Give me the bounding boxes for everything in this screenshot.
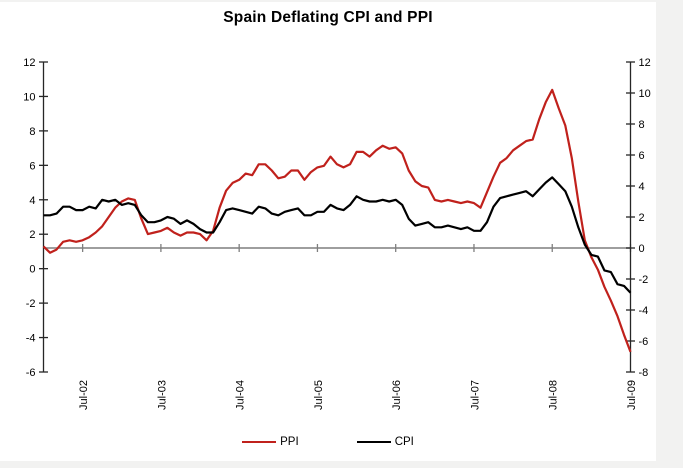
left-axis-tick-label: -6 (26, 367, 36, 379)
legend-item-ppi: PPI (242, 436, 299, 448)
x-axis-label: Jul-02 (78, 380, 90, 410)
left-axis-tick-label: 12 (23, 57, 35, 69)
left-axis-tick-label: 0 (29, 264, 35, 276)
legend-item-cpi: CPI (356, 436, 414, 448)
chart-canvas: Spain Deflating CPI and PPI -6 -4 -2 0 2 4 6 8 1… (0, 2, 656, 461)
right-axis-tick-label: -6 (639, 336, 649, 348)
legend: PPI CPI (0, 433, 656, 451)
right-axis-tick-label: 10 (639, 88, 651, 100)
right-axis-tick-label: -4 (639, 305, 649, 317)
x-axis-label: Jul-06 (391, 380, 403, 410)
legend-label-ppi: PPI (280, 436, 299, 448)
chart-title: Spain Deflating CPI and PPI (223, 9, 433, 26)
x-axis-label: Jul-03 (156, 380, 168, 410)
cpi-line (43, 176, 632, 294)
right-axis-tick-label: 4 (639, 181, 645, 193)
cpi-line-swatch (356, 440, 391, 444)
x-axis-label: Jul-05 (313, 380, 325, 410)
right-axis-tick-label: 8 (639, 119, 645, 131)
left-axis-tick-label: -4 (26, 333, 36, 345)
left-axis-tick-label: 2 (29, 229, 35, 241)
right-axis-tick-label: -2 (639, 274, 649, 286)
left-axis-tick-label: -2 (26, 298, 36, 310)
left-axis-tick-label: 8 (29, 126, 35, 138)
right-axis-tick-label: -8 (639, 367, 649, 379)
legend-label-cpi: CPI (394, 436, 414, 448)
left-axis-tick-label: 6 (29, 160, 35, 172)
x-axis-label: Jul-08 (548, 380, 560, 410)
x-axis-label: Jul-07 (469, 380, 481, 410)
right-axis-tick-label: 12 (639, 57, 651, 69)
right-axis-tick-label: 2 (639, 212, 645, 224)
left-axis-tick-label: 10 (23, 91, 35, 103)
chart-plot: -6 -4 -2 0 2 4 6 8 10 12 -8 -6 -4 -2 0 2 4 6 8 10 12 Jul-02 Ju… (23, 57, 651, 410)
x-axis-label: Jul-04 (235, 380, 247, 410)
left-axis-tick-label: 4 (29, 195, 35, 207)
right-axis-tick-label: 6 (639, 150, 645, 162)
right-axis-tick-label: 0 (639, 243, 645, 255)
x-axis-label: Jul-09 (626, 380, 638, 410)
ppi-line-swatch (242, 440, 277, 444)
ppi-line (42, 88, 632, 353)
